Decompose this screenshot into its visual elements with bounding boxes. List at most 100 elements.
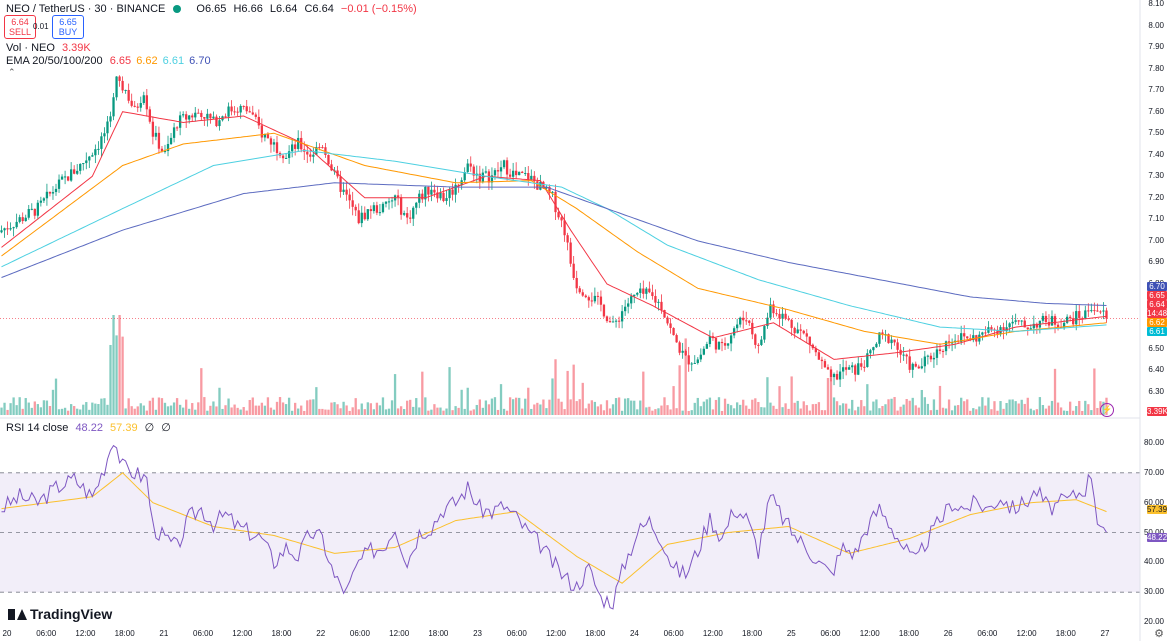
- candle-body: [3, 228, 6, 231]
- time-tick: 18:00: [585, 629, 606, 638]
- volume-bar: [460, 389, 463, 415]
- volume-bar: [633, 400, 636, 415]
- volume-bar: [206, 410, 209, 415]
- volume-bar: [402, 409, 406, 415]
- time-tick: 18:00: [742, 629, 763, 638]
- candle-body: [121, 80, 124, 91]
- volume-bar: [575, 401, 578, 415]
- candle-body: [1032, 323, 1035, 329]
- volume-bar: [969, 410, 972, 415]
- volume-bar: [1005, 403, 1008, 415]
- sell-button[interactable]: 6.64 SELL: [4, 15, 36, 39]
- volume-bar: [790, 376, 793, 415]
- candle-body: [623, 306, 627, 312]
- ema100-price-tag: 6.61: [1147, 327, 1167, 336]
- time-tick: 25: [786, 629, 796, 638]
- volume-bar: [699, 406, 702, 415]
- candle-body: [944, 341, 948, 352]
- sell-price: 6.64: [11, 17, 29, 27]
- volume-bar: [197, 402, 200, 415]
- buy-button[interactable]: 6.65 BUY: [52, 15, 84, 39]
- candle-body: [784, 313, 787, 319]
- volume-bar: [148, 400, 152, 415]
- volume-bar: [415, 398, 418, 415]
- lightning-icon[interactable]: ⚡: [1100, 403, 1114, 417]
- candle-body: [424, 186, 427, 200]
- ema-legend[interactable]: EMA 20/50/100/200 6.65 6.62 6.61 6.70: [6, 55, 215, 67]
- candle-body: [245, 106, 248, 112]
- volume-bar: [466, 387, 469, 415]
- candle-body: [33, 208, 36, 216]
- volume-bar: [60, 408, 64, 415]
- time-tick: 18:00: [898, 629, 919, 638]
- candle-body: [639, 288, 642, 293]
- volume-bar: [94, 403, 97, 415]
- candle-body: [1102, 310, 1105, 312]
- volume-bar: [548, 399, 551, 415]
- volume-bar: [932, 399, 936, 415]
- volume-bar: [251, 397, 254, 415]
- volume-bar: [369, 403, 372, 415]
- volume-bar: [48, 405, 52, 415]
- volume-bar: [236, 407, 239, 415]
- candle-body: [212, 116, 215, 119]
- volume-bar: [1084, 400, 1087, 415]
- gear-icon[interactable]: ⚙: [1154, 628, 1164, 640]
- candle-body: [130, 100, 133, 106]
- volume-bar: [1078, 400, 1081, 415]
- rsi-tick: 40.00: [1143, 557, 1164, 567]
- candle-body: [490, 175, 494, 183]
- volume-bar: [739, 404, 742, 415]
- volume-bar: [717, 397, 721, 415]
- volume-legend[interactable]: Vol · NEO 3.39K: [6, 42, 95, 54]
- time-tick: 21: [159, 629, 169, 638]
- volume-bar: [938, 385, 942, 415]
- volume-bar: [781, 407, 784, 415]
- volume-bar: [215, 406, 218, 415]
- volume-bar: [723, 398, 727, 415]
- symbol-title[interactable]: NEO / TetherUS · 30 · BINANCE: [6, 3, 166, 15]
- candle-body: [729, 335, 733, 344]
- time-tick: 12:00: [859, 629, 880, 638]
- candle-body: [1002, 327, 1005, 332]
- volume-bar: [914, 405, 917, 415]
- candle-body: [642, 288, 645, 294]
- candle-body: [287, 151, 291, 158]
- volume-bar: [487, 404, 491, 415]
- rsi-legend[interactable]: RSI 14 close 48.22 57.39 ∅ ∅: [6, 421, 175, 434]
- candle-body: [21, 217, 24, 222]
- price-tick: 7.50: [1148, 128, 1164, 138]
- candle-body: [524, 173, 527, 175]
- volume-bar: [611, 404, 615, 415]
- candle-body: [920, 366, 923, 369]
- candle-body: [209, 113, 212, 119]
- candle-body: [27, 209, 30, 218]
- volume-bar: [127, 398, 130, 415]
- volume-tag: 3.39K: [1147, 407, 1168, 416]
- time-tick: 06:00: [349, 629, 370, 638]
- candle-body: [236, 111, 239, 113]
- volume-bar: [121, 336, 124, 415]
- candle-body: [748, 320, 751, 323]
- candle-body: [169, 137, 173, 144]
- candle-body: [678, 342, 681, 353]
- time-tick: 06:00: [36, 629, 57, 638]
- volume-bar: [926, 403, 930, 415]
- candle-body: [835, 373, 839, 380]
- price-tick: 7.00: [1148, 235, 1164, 245]
- time-tick: 06:00: [663, 629, 684, 638]
- candle-body: [790, 319, 793, 328]
- candle-body: [551, 191, 554, 193]
- candle-body: [69, 169, 73, 181]
- collapse-legend-icon[interactable]: ⌃: [8, 67, 16, 77]
- candle-body: [769, 304, 772, 318]
- candle-body: [378, 212, 382, 214]
- volume-bar: [832, 397, 836, 415]
- volume-bar: [1075, 406, 1078, 415]
- volume-bar: [88, 409, 91, 415]
- candle-body: [1084, 310, 1087, 319]
- candle-body: [51, 192, 55, 194]
- candle-body: [363, 212, 366, 220]
